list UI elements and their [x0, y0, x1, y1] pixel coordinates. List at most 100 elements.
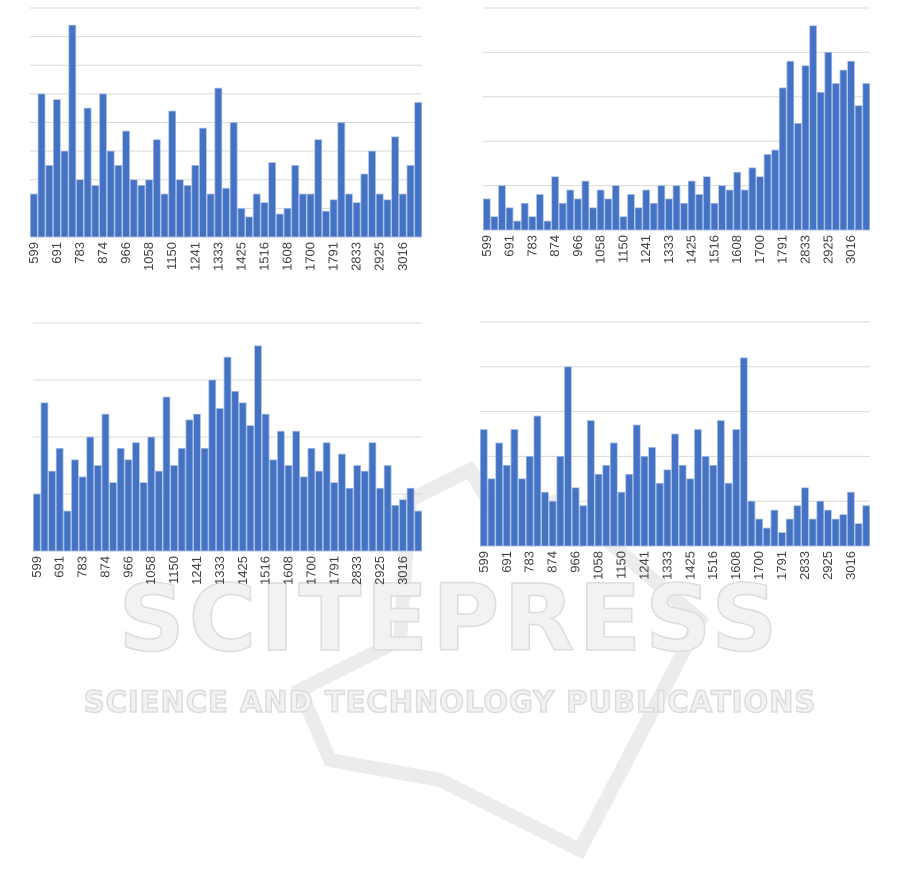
- bar: [762, 527, 771, 547]
- bar: [609, 442, 618, 547]
- bar: [94, 465, 102, 552]
- bar: [71, 459, 79, 552]
- bar: [832, 83, 840, 231]
- bar: [200, 447, 209, 552]
- bar: [533, 415, 542, 547]
- bar: [487, 478, 496, 547]
- bar: [376, 487, 384, 552]
- bar: [808, 518, 817, 547]
- bar: [53, 99, 61, 238]
- bar: [801, 65, 810, 231]
- bar: [391, 504, 400, 552]
- bar: [710, 202, 719, 231]
- bar: [558, 202, 567, 231]
- bar: [193, 413, 201, 552]
- x-tick-label: 2925: [372, 556, 387, 585]
- bar: [106, 150, 115, 238]
- bar: [237, 207, 246, 238]
- bar: [91, 185, 100, 238]
- bar: [345, 193, 353, 238]
- x-tick-label: 2833: [798, 235, 813, 264]
- bar: [794, 123, 802, 231]
- bar: [717, 420, 725, 547]
- x-tick-label: 1700: [751, 551, 766, 580]
- bar: [122, 130, 130, 238]
- bar: [124, 459, 133, 552]
- x-tick-label: 1150: [613, 551, 628, 579]
- bar: [724, 482, 733, 547]
- bar: [854, 523, 863, 547]
- bar: [665, 198, 673, 231]
- bar: [191, 165, 200, 238]
- bar: [617, 491, 626, 547]
- bar: [299, 476, 308, 552]
- bar: [640, 455, 649, 547]
- bar: [223, 356, 232, 552]
- x-tick-label: 1425: [682, 551, 697, 580]
- bar: [854, 105, 863, 231]
- bar: [55, 447, 64, 552]
- bar: [360, 173, 369, 238]
- bar: [292, 430, 300, 552]
- x-tick-label: 1425: [233, 242, 248, 271]
- bar: [687, 180, 696, 231]
- chart: 599 691 783 874 966 1058 1150 1241 1333 1425 1516 1…: [29, 322, 423, 585]
- x-tick-label: 691: [52, 556, 67, 578]
- x-tick-label: 966: [118, 242, 133, 264]
- x-tick-label: 1791: [326, 556, 341, 585]
- bar: [322, 442, 331, 552]
- bar: [839, 514, 848, 547]
- bar: [824, 52, 833, 231]
- bar: [649, 202, 658, 231]
- bar: [48, 470, 56, 552]
- bar: [686, 478, 695, 547]
- x-tick-label: 783: [72, 242, 87, 264]
- bar: [383, 199, 392, 238]
- bar: [170, 465, 178, 552]
- bar: [306, 193, 315, 238]
- bar: [299, 193, 307, 238]
- bar: [40, 402, 49, 552]
- bar: [291, 165, 300, 238]
- x-tick-label: 874: [95, 242, 110, 264]
- bar: [277, 430, 285, 552]
- bar: [701, 455, 710, 547]
- bar: [229, 122, 238, 238]
- bar: [648, 447, 656, 547]
- bar: [756, 176, 764, 231]
- x-tick-label: 1516: [256, 242, 271, 271]
- bar: [763, 154, 772, 231]
- bar: [604, 198, 613, 231]
- bar: [520, 202, 529, 231]
- x-tick-label: 1150: [164, 242, 179, 270]
- chart: 599 691 783 874 966 1058 1150 1241 1333 1425 1516 1…: [476, 321, 871, 580]
- bar: [771, 149, 779, 231]
- bar: [490, 216, 499, 231]
- bar: [587, 420, 595, 547]
- bar: [571, 487, 580, 547]
- x-tick-label: 1333: [659, 551, 674, 580]
- bar: [183, 185, 192, 238]
- x-tick-label: 1608: [279, 242, 294, 271]
- bar: [657, 185, 666, 231]
- bar: [748, 167, 757, 231]
- bar: [152, 139, 161, 238]
- x-tick-label: 2925: [372, 242, 387, 271]
- bar: [391, 136, 399, 238]
- bar: [168, 110, 177, 238]
- bar: [352, 202, 361, 238]
- x-tick-label: 966: [568, 551, 583, 573]
- bar: [329, 199, 338, 238]
- bar: [314, 139, 323, 238]
- bar: [479, 429, 488, 547]
- bar: [574, 198, 582, 231]
- x-tick-label: 2925: [820, 551, 835, 580]
- bar: [594, 473, 603, 547]
- bar: [824, 509, 832, 547]
- x-tick-label: 3016: [843, 235, 858, 264]
- bar: [619, 216, 628, 231]
- x-tick-label: 1608: [728, 551, 743, 580]
- bar: [353, 465, 361, 552]
- bar: [847, 491, 855, 547]
- x-tick-label: 874: [545, 551, 560, 573]
